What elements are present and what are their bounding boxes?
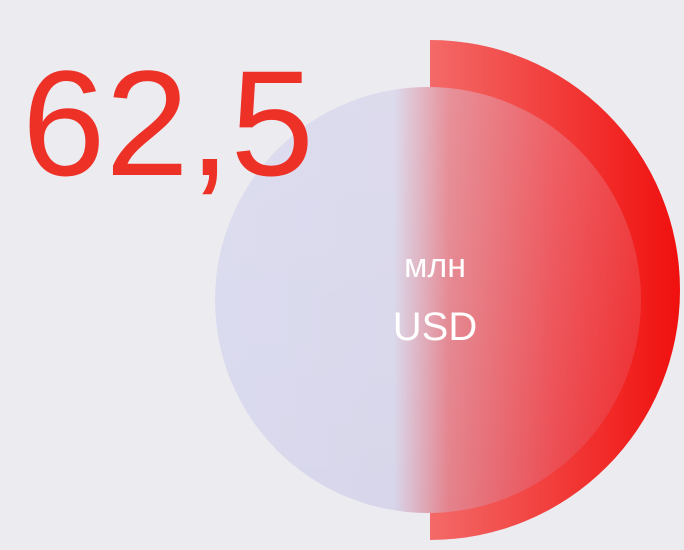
currency: USD bbox=[393, 305, 477, 349]
value: 62,5 bbox=[22, 39, 314, 207]
unit: млн bbox=[404, 247, 466, 285]
glass-highlight bbox=[215, 87, 641, 513]
